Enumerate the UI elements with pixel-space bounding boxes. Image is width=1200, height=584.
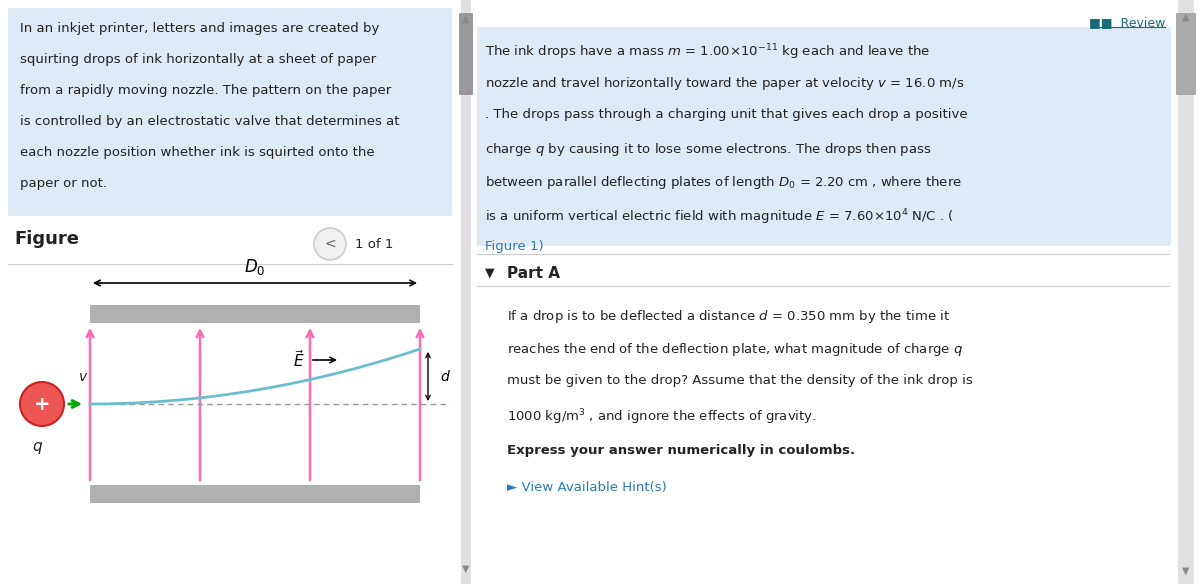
Text: nozzle and travel horizontally toward the paper at velocity $v$ = 16.0 $\mathreg: nozzle and travel horizontally toward th… bbox=[485, 75, 965, 92]
Text: each nozzle position whether ink is squirted onto the: each nozzle position whether ink is squi… bbox=[20, 146, 374, 159]
Text: ► View Available Hint(s): ► View Available Hint(s) bbox=[508, 481, 667, 494]
Text: squirting drops of ink horizontally at a sheet of paper: squirting drops of ink horizontally at a… bbox=[20, 53, 376, 66]
Text: is controlled by an electrostatic valve that determines at: is controlled by an electrostatic valve … bbox=[20, 115, 400, 128]
FancyBboxPatch shape bbox=[8, 8, 452, 216]
Text: charge $q$ by causing it to lose some electrons. The drops then pass: charge $q$ by causing it to lose some el… bbox=[485, 141, 931, 158]
Text: reaches the end of the deflection plate, what magnitude of charge $q$: reaches the end of the deflection plate,… bbox=[508, 341, 964, 358]
Text: $q$: $q$ bbox=[32, 440, 43, 456]
Text: Figure 1): Figure 1) bbox=[485, 240, 544, 253]
Bar bbox=[461, 0, 470, 584]
Text: +: + bbox=[34, 395, 50, 413]
Text: Part A: Part A bbox=[508, 266, 560, 281]
Text: ▼: ▼ bbox=[462, 564, 469, 574]
Text: between parallel deflecting plates of length $D_0$ = 2.20 $\mathregular{cm}$ , w: between parallel deflecting plates of le… bbox=[485, 174, 962, 191]
Text: 1000 kg/m$^3$ , and ignore the effects of gravity.: 1000 kg/m$^3$ , and ignore the effects o… bbox=[508, 407, 816, 426]
Text: ▼: ▼ bbox=[485, 266, 494, 279]
Bar bbox=[90, 305, 420, 323]
Text: ■■  Review: ■■ Review bbox=[1088, 16, 1165, 29]
Bar bbox=[90, 485, 420, 503]
Text: paper or not.: paper or not. bbox=[20, 177, 107, 190]
Text: If a drop is to be deflected a distance $d$ = 0.350 $\mathregular{mm}$ by the ti: If a drop is to be deflected a distance … bbox=[508, 308, 950, 325]
FancyBboxPatch shape bbox=[475, 27, 1171, 246]
Text: ▲: ▲ bbox=[1182, 12, 1189, 22]
Text: $\vec{E}$: $\vec{E}$ bbox=[293, 349, 305, 370]
Text: $d$: $d$ bbox=[440, 369, 451, 384]
Bar bbox=[1178, 0, 1194, 584]
Text: Express your answer numerically in coulombs.: Express your answer numerically in coulo… bbox=[508, 444, 856, 457]
Text: . The drops pass through a charging unit that gives each drop a positive: . The drops pass through a charging unit… bbox=[485, 108, 967, 121]
Text: 1 of 1: 1 of 1 bbox=[355, 238, 394, 251]
Text: ▼: ▼ bbox=[1182, 566, 1189, 576]
Text: $D_0$: $D_0$ bbox=[245, 257, 265, 277]
Text: Figure: Figure bbox=[14, 230, 79, 248]
Text: is a uniform vertical electric field with magnitude $E$ = 7.60×10$^{4}$ N/C . (: is a uniform vertical electric field wit… bbox=[485, 207, 954, 227]
FancyBboxPatch shape bbox=[1176, 13, 1196, 95]
Text: ▲: ▲ bbox=[462, 14, 469, 24]
Text: from a rapidly moving nozzle. The pattern on the paper: from a rapidly moving nozzle. The patter… bbox=[20, 84, 391, 97]
FancyBboxPatch shape bbox=[458, 13, 473, 95]
Text: In an inkjet printer, letters and images are created by: In an inkjet printer, letters and images… bbox=[20, 22, 379, 35]
Text: <: < bbox=[324, 237, 336, 251]
Text: The ink drops have a mass $m$ = 1.00×10$^{-11}$ kg each and leave the: The ink drops have a mass $m$ = 1.00×10$… bbox=[485, 42, 930, 61]
Text: must be given to the drop? Assume that the density of the ink drop is: must be given to the drop? Assume that t… bbox=[508, 374, 973, 387]
Circle shape bbox=[20, 382, 64, 426]
Circle shape bbox=[314, 228, 346, 260]
Text: $v$: $v$ bbox=[78, 370, 89, 384]
